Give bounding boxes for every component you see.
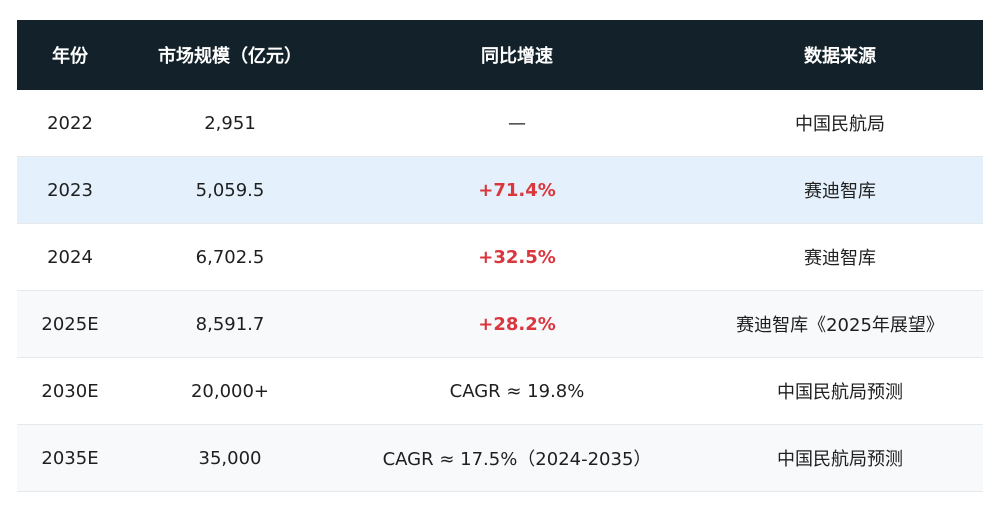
table-cell: 赛迪智库 (697, 156, 983, 224)
table-cell: +71.4% (337, 156, 697, 224)
table-row: 2035E 35,000 CAGR ≈ 17.5%（2024-2035） 中国民航局预… (17, 424, 983, 492)
header-row: 年份 市场规模（亿元） 同比增速 数据来源 (17, 20, 983, 90)
table-cell: 8,591.7 (123, 290, 337, 358)
header-cell: 年份 (17, 20, 123, 90)
table-cell: 中国民航局预测 (697, 357, 983, 425)
table-cell: CAGR ≈ 17.5%（2024-2035） (337, 424, 697, 492)
header-cell: 数据来源 (697, 20, 983, 90)
table-row: 2022 2,951— 中国民航局 (17, 90, 983, 157)
table-row: 2030E 20,000+ CAGR ≈ 19.8% 中国民航局预测 (17, 357, 983, 425)
table-row: 2025E 8,591.7 +28.2% 赛迪智库《2025年展望》 (17, 290, 983, 358)
table-row: 2023 5,059.5 +71.4% 赛迪智库 (17, 156, 983, 224)
header-cell: 市场规模（亿元） (123, 20, 337, 90)
table-cell: 2035E (17, 424, 123, 492)
table-body: 2022 2,951— 中国民航局 2023 5,059.5 +71.4% 赛迪智库 2024… (17, 90, 983, 492)
table-cell: CAGR ≈ 19.8% (337, 357, 697, 425)
table-cell: 2022 (17, 90, 123, 157)
table-cell: 2025E (17, 290, 123, 358)
table-cell: — (337, 90, 697, 157)
table-cell: 中国民航局 (697, 90, 983, 157)
table-cell: 赛迪智库 (697, 223, 983, 291)
table-cell: +32.5% (337, 223, 697, 291)
table-cell: 2030E (17, 357, 123, 425)
data-table: 年份 市场规模（亿元） 同比增速 数据来源 2022 2,951— 中国民航局 2023 5,… (17, 20, 983, 492)
table-cell: 中国民航局预测 (697, 424, 983, 492)
table-cell: +28.2% (337, 290, 697, 358)
table-cell: 5,059.5 (123, 156, 337, 224)
table-header: 年份 市场规模（亿元） 同比增速 数据来源 (17, 20, 983, 90)
table-cell: 35,000 (123, 424, 337, 492)
table-cell: 2024 (17, 223, 123, 291)
header-cell: 同比增速 (337, 20, 697, 90)
table-row: 2024 6,702.5 +32.5% 赛迪智库 (17, 223, 983, 291)
table-cell: 6,702.5 (123, 223, 337, 291)
table-cell: 20,000+ (123, 357, 337, 425)
table-cell: 赛迪智库《2025年展望》 (697, 290, 983, 358)
table-cell: 2,951 (123, 90, 337, 157)
table-cell: 2023 (17, 156, 123, 224)
